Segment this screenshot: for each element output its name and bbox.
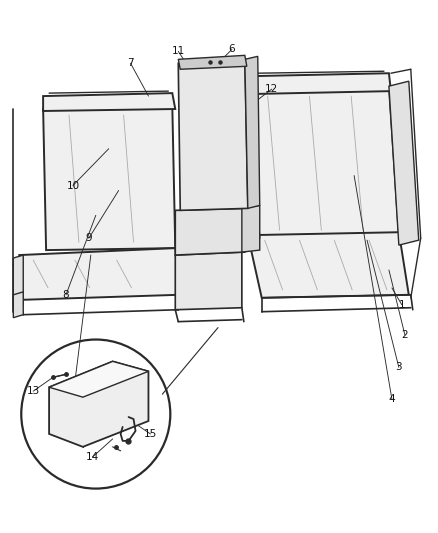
Text: 8: 8	[63, 290, 69, 300]
Polygon shape	[13, 292, 23, 318]
Polygon shape	[240, 207, 260, 240]
Polygon shape	[175, 252, 242, 310]
Text: 4: 4	[389, 394, 395, 404]
Polygon shape	[178, 59, 248, 211]
Polygon shape	[248, 73, 391, 94]
Polygon shape	[43, 106, 175, 250]
Polygon shape	[19, 248, 178, 300]
Polygon shape	[245, 56, 260, 208]
Text: 14: 14	[86, 452, 99, 462]
Text: 7: 7	[127, 58, 134, 68]
Text: 3: 3	[396, 362, 402, 373]
Polygon shape	[242, 205, 260, 252]
Text: 13: 13	[27, 386, 40, 396]
Text: 5: 5	[66, 424, 72, 434]
Text: 10: 10	[67, 181, 79, 190]
Text: 11: 11	[172, 46, 185, 56]
Polygon shape	[248, 232, 409, 298]
Polygon shape	[175, 208, 245, 255]
Text: 9: 9	[85, 233, 92, 243]
Polygon shape	[178, 55, 247, 69]
Polygon shape	[389, 81, 419, 245]
Polygon shape	[43, 93, 175, 111]
Polygon shape	[49, 361, 148, 447]
Polygon shape	[49, 361, 148, 397]
Text: 15: 15	[144, 429, 157, 439]
Text: 2: 2	[402, 329, 408, 340]
Text: 1: 1	[399, 300, 405, 310]
Polygon shape	[13, 255, 23, 308]
Polygon shape	[248, 86, 399, 238]
Text: 6: 6	[229, 44, 235, 54]
Text: 12: 12	[265, 84, 278, 94]
